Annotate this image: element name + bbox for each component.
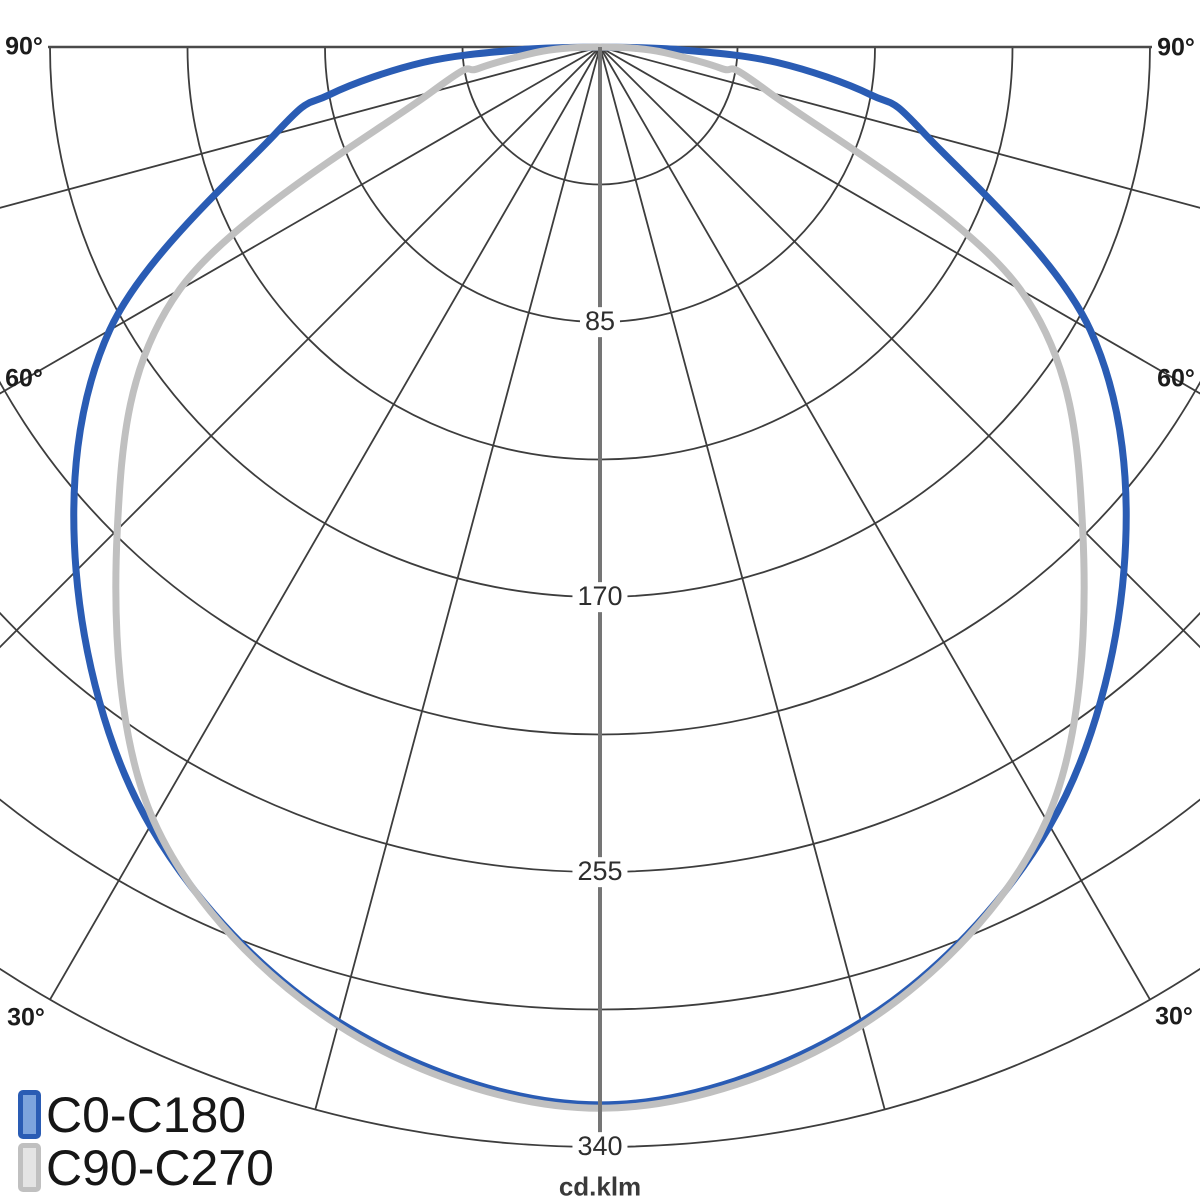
angle-label-left-30: 30°	[7, 1003, 45, 1032]
angle-label-left-60: 60°	[5, 364, 43, 393]
angle-label-left-90: 90°	[5, 32, 43, 61]
radial-tick-85: 85	[579, 306, 621, 337]
angle-label-right-30: 30°	[1155, 1002, 1193, 1031]
legend-item-c90-c270: C90-C270	[18, 1141, 274, 1194]
angle-label-right-60: 60°	[1157, 364, 1195, 393]
radial-tick-170: 170	[572, 581, 628, 612]
legend: C0-C180 C90-C270	[18, 1088, 274, 1194]
radial-tick-340: 340	[572, 1131, 628, 1162]
legend-swatch-c90-c270	[18, 1143, 41, 1192]
legend-swatch-c0-c180	[18, 1090, 41, 1139]
legend-label-c90-c270: C90-C270	[46, 1139, 274, 1196]
legend-label-c0-c180: C0-C180	[46, 1086, 247, 1143]
angle-label-right-90: 90°	[1157, 33, 1195, 62]
unit-label: cd.klm	[558, 1171, 642, 1202]
radial-tick-255: 255	[572, 856, 628, 887]
legend-item-c0-c180: C0-C180	[18, 1088, 274, 1141]
